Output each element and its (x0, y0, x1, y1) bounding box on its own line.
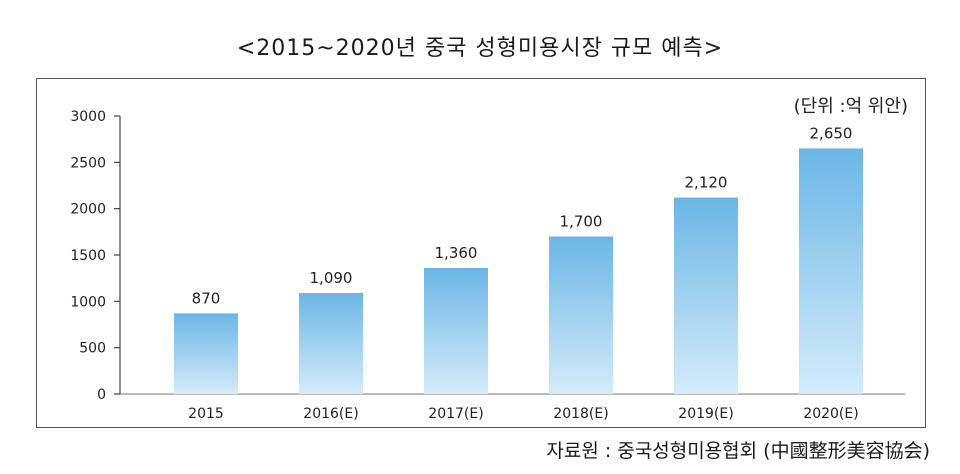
source-note: 자료원 : 중국성형미용협회 (中國整形美容協会) (546, 440, 930, 462)
bar (674, 197, 738, 394)
x-tick-label: 2019(E) (678, 406, 733, 422)
bar-value-label: 1,700 (560, 212, 603, 230)
bar (424, 267, 488, 394)
bar (299, 292, 363, 394)
y-tick-label: 1000 (70, 294, 106, 310)
bar-value-label: 870 (192, 289, 221, 307)
x-tick-label: 2017(E) (428, 406, 483, 422)
bar (549, 236, 613, 394)
chart-frame (36, 78, 926, 428)
y-tick-label: 0 (97, 387, 106, 403)
unit-label: (단위 :억 위안) (793, 96, 908, 117)
x-tick-label: 2015 (188, 406, 224, 422)
y-tick-label: 2000 (70, 202, 106, 218)
x-tick-label: 2016(E) (303, 406, 358, 422)
y-tick-label: 2500 (70, 155, 106, 171)
bar-value-label: 1,360 (435, 244, 478, 262)
chart-title: <2015~2020년 중국 성형미용시장 규모 예측> (236, 36, 724, 61)
bar-value-label: 1,090 (310, 269, 353, 287)
x-tick-label: 2018(E) (553, 406, 608, 422)
y-tick-label: 1500 (70, 248, 106, 264)
bar (799, 148, 863, 394)
bar-value-label: 2,120 (685, 174, 728, 192)
bar (174, 313, 238, 394)
bar-value-label: 2,650 (810, 124, 853, 142)
x-tick-label: 2020(E) (803, 406, 858, 422)
y-tick-label: 3000 (70, 109, 106, 125)
y-tick-label: 500 (79, 341, 106, 357)
